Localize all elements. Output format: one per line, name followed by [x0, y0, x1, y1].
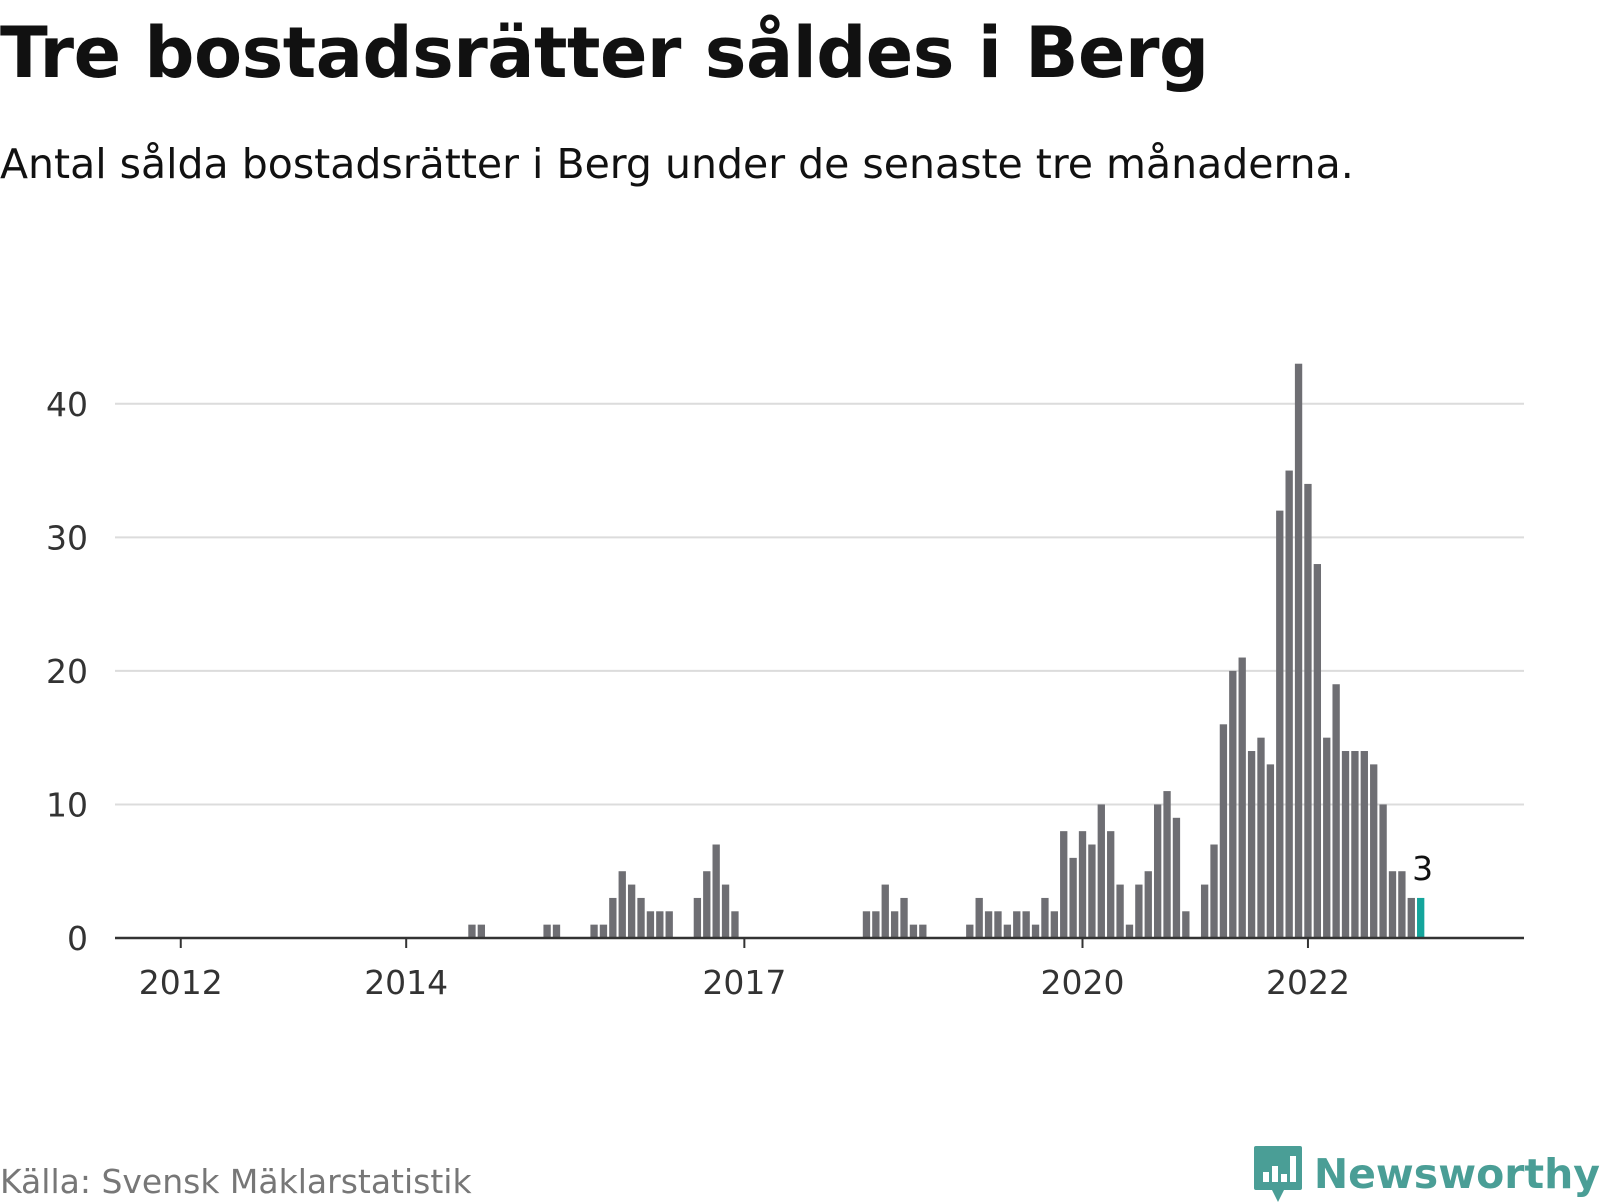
bar [1060, 831, 1068, 938]
grid-lines [115, 402, 1524, 806]
bar [1379, 804, 1387, 938]
bar [1294, 363, 1303, 938]
x-tick-label: 2020 [1041, 963, 1125, 1002]
bar [975, 897, 983, 938]
bar [1323, 737, 1331, 938]
bar [1247, 751, 1256, 938]
bar [1088, 844, 1096, 938]
bar [693, 897, 702, 938]
bar [1360, 751, 1368, 938]
bar-annotation: 3 [1412, 849, 1433, 888]
bar [1332, 684, 1340, 938]
bar [1200, 884, 1209, 938]
bar [909, 924, 918, 938]
newsworthy-logo-icon [1253, 1146, 1302, 1202]
bar [1229, 670, 1237, 938]
bar [994, 911, 1002, 938]
bar [1210, 844, 1218, 938]
bar [1398, 871, 1406, 938]
bar [1135, 884, 1143, 938]
bar [703, 871, 711, 938]
chart-title: Tre bostadsrätter såldes i Berg [0, 12, 1209, 94]
bar [1285, 470, 1293, 938]
bar [966, 924, 974, 938]
y-tick-label: 40 [46, 385, 88, 424]
bar [637, 897, 645, 938]
bar-highlight [1417, 897, 1425, 938]
bar [1031, 924, 1040, 938]
y-tick-label: 0 [67, 919, 88, 958]
bar [646, 911, 655, 938]
bar [1351, 751, 1359, 938]
bar [1107, 831, 1115, 938]
bar [1097, 804, 1105, 938]
bar [599, 924, 608, 938]
bar [890, 911, 899, 938]
bars [468, 363, 1425, 938]
bar [872, 911, 880, 938]
bar [1388, 871, 1397, 938]
bar [1069, 857, 1077, 938]
bar [1313, 564, 1322, 938]
bar [1041, 897, 1049, 938]
brand-logo[interactable]: Newsworthy [1252, 1144, 1600, 1204]
bar [1238, 657, 1246, 938]
bar [1163, 791, 1171, 938]
bar [1341, 751, 1350, 938]
bar [656, 911, 664, 938]
bar [1022, 911, 1030, 938]
bar [731, 911, 739, 938]
bar [1003, 924, 1012, 938]
bar [862, 911, 871, 938]
brand-name: Newsworthy [1313, 1150, 1600, 1198]
bar [1116, 884, 1124, 938]
x-tick-label: 2012 [139, 963, 223, 1002]
bar [1266, 764, 1275, 938]
bar [1370, 764, 1378, 938]
bar [1153, 804, 1162, 938]
bar-chart: 0 10 20 30 40 3 2012 2014 2017 2020 2022 [46, 363, 1524, 1002]
bar [552, 924, 561, 938]
bar [881, 884, 889, 938]
bar [665, 911, 673, 938]
bar [1182, 911, 1190, 938]
bar [609, 897, 617, 938]
bar [1125, 924, 1134, 938]
bar [1407, 897, 1415, 938]
bar [1276, 510, 1284, 938]
bar [1257, 737, 1265, 938]
x-tick-label: 2017 [702, 963, 786, 1002]
bar [712, 844, 720, 938]
bar [543, 924, 551, 938]
source-note: Källa: Svensk Mäklarstatistik [0, 1162, 472, 1201]
bar [1304, 483, 1312, 938]
x-tick-label: 2014 [364, 963, 448, 1002]
bar [1013, 911, 1021, 938]
chart-subtitle: Antal sålda bostadsrätter i Berg under d… [0, 140, 1354, 188]
bar [984, 911, 993, 938]
bar [1144, 871, 1152, 938]
bar [618, 871, 626, 938]
y-tick-label: 10 [46, 785, 88, 824]
bar [590, 924, 598, 938]
y-tick-label: 20 [46, 652, 88, 691]
y-tick-label: 30 [46, 518, 88, 557]
bar [1050, 911, 1058, 938]
bar [1219, 724, 1228, 938]
axes: 0 10 20 30 40 3 2012 2014 2017 2020 2022 [46, 385, 1524, 1002]
bar [919, 924, 927, 938]
bar [627, 884, 636, 938]
bar [1078, 831, 1087, 938]
x-tick-label: 2022 [1266, 963, 1350, 1002]
bar [721, 884, 730, 938]
bar [900, 897, 908, 938]
bar [468, 924, 476, 938]
bar [1172, 817, 1181, 938]
bar [477, 924, 486, 938]
